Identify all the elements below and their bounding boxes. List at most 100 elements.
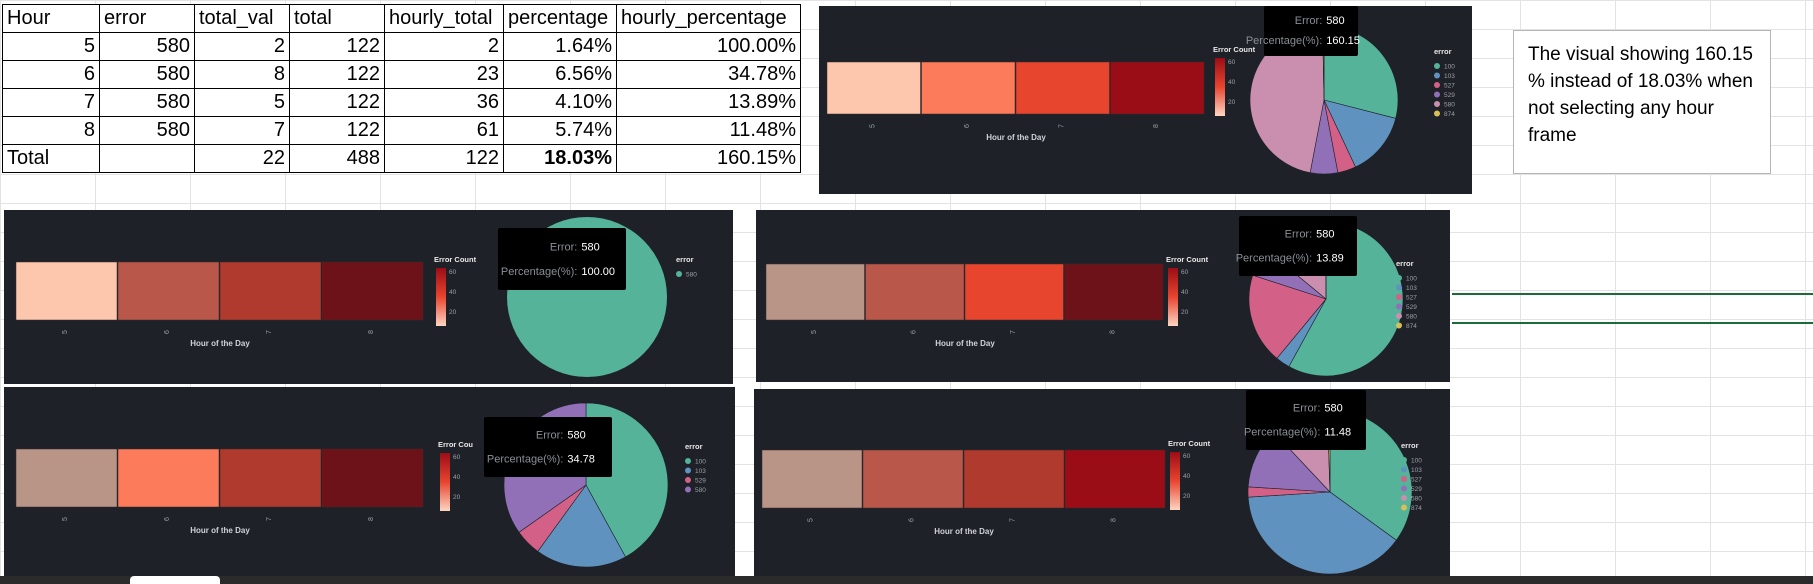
sheet-tab[interactable] [130, 576, 220, 584]
heatmap-cell[interactable] [921, 61, 1016, 115]
table-cell[interactable]: 13.89% [616, 88, 801, 117]
table-cell[interactable]: 2 [384, 32, 504, 61]
tooltip-percentage-value: 34.78 [567, 454, 595, 466]
table-cell[interactable]: 22 [194, 144, 290, 173]
table-cell[interactable]: 122 [289, 88, 385, 117]
heatmap-cell[interactable] [15, 448, 118, 508]
pie-slice[interactable] [1323, 99, 1397, 168]
table-cell[interactable]: 61 [384, 116, 504, 145]
header-cell[interactable]: Hour [2, 4, 100, 33]
heatmap-cell[interactable] [761, 449, 863, 509]
table-cell[interactable]: 122 [384, 144, 504, 173]
heatmap-cell[interactable] [1110, 61, 1205, 115]
legend-item: 580 [1411, 496, 1422, 503]
pie-slice[interactable] [537, 484, 626, 568]
table-cell[interactable]: 18.03% [503, 144, 617, 173]
x-tick-label: 7 [1058, 124, 1065, 128]
heatmap-cell[interactable] [765, 263, 865, 321]
table-cell[interactable]: 580 [99, 32, 195, 61]
header-cell[interactable]: percentage [503, 4, 617, 33]
pie-slice[interactable] [1247, 491, 1397, 575]
selection-line [1452, 322, 1813, 324]
tooltip-error-key: Error: [550, 241, 578, 253]
dashboard-panel-hour-8: 5 6 7 8 Hour of the Day Error Count 60 40 20 erro… [754, 389, 1450, 577]
table-cell[interactable]: 5.74% [503, 116, 617, 145]
table-cell[interactable]: 580 [99, 88, 195, 117]
tooltip-error-key: Error: [536, 430, 564, 442]
table-cell[interactable]: 100.00% [616, 32, 801, 61]
note-textbox[interactable]: The visual showing 160.15 % instead of 1… [1513, 30, 1771, 174]
table-cell[interactable]: 122 [289, 116, 385, 145]
heatmap-cell[interactable] [15, 261, 118, 321]
scale-label: 40 [1228, 79, 1236, 86]
pie-slice[interactable] [1248, 274, 1327, 359]
table-cell[interactable]: 5 [194, 88, 290, 117]
scale-label: 40 [1183, 473, 1191, 480]
heatmap-cell[interactable] [219, 261, 322, 321]
table-cell[interactable]: 488 [289, 144, 385, 173]
table-cell[interactable]: 6 [2, 60, 100, 89]
header-cell[interactable]: error [99, 4, 195, 33]
header-cell[interactable]: hourly_total [384, 4, 504, 33]
table-cell[interactable]: 7 [2, 88, 100, 117]
legend-item: 527 [1411, 477, 1422, 484]
table-cell[interactable] [99, 144, 195, 173]
heatmap-cell[interactable] [321, 448, 424, 508]
heatmap-cell[interactable] [117, 448, 220, 508]
header-cell[interactable]: total [289, 4, 385, 33]
tooltip-error-key: Error: [1295, 15, 1323, 27]
legend-item: 529 [1406, 304, 1417, 311]
heatmap-cell[interactable] [1015, 61, 1110, 115]
x-tick-label: 8 [368, 517, 375, 521]
tooltip-error-value: 580 [567, 430, 585, 442]
header-cell[interactable]: hourly_percentage [616, 4, 801, 33]
heatmap-cell[interactable] [117, 261, 220, 321]
table-cell[interactable]: 6.56% [503, 60, 617, 89]
legend-item: 103 [695, 468, 706, 475]
table-cell[interactable]: 580 [99, 116, 195, 145]
scale-label: 20 [1181, 309, 1189, 316]
table-cell[interactable]: 8 [2, 116, 100, 145]
table-cell[interactable]: 1.64% [503, 32, 617, 61]
heatmap-cell[interactable] [826, 61, 921, 115]
legend-swatch [1401, 476, 1407, 482]
legend-swatch [1401, 457, 1407, 463]
heatmap-cell[interactable] [219, 448, 322, 508]
scale-label: 60 [1183, 453, 1191, 460]
header-cell[interactable]: total_val [194, 4, 290, 33]
color-scale-bar [1170, 452, 1180, 510]
table-cell[interactable]: 160.15% [616, 144, 801, 173]
table-cell[interactable]: 34.78% [616, 60, 801, 89]
heatmap-cell[interactable] [865, 263, 965, 321]
heatmap-cell[interactable] [1064, 263, 1164, 321]
table-row: 7 580 5 122 36 4.10% 13.89% [2, 88, 801, 117]
tooltip-error-value: 580 [1316, 229, 1334, 241]
table-cell[interactable]: 122 [289, 32, 385, 61]
x-axis-title: Hour of the Day [190, 526, 250, 535]
table-cell[interactable]: 122 [289, 60, 385, 89]
panel-canvas: 5 6 7 8 Hour of the Day Error Count 60 40 20 erro… [765, 216, 1417, 377]
tooltip-percentage-value: 11.48 [1324, 427, 1351, 439]
table-cell[interactable]: 11.48% [616, 116, 801, 145]
table-cell[interactable]: 23 [384, 60, 504, 89]
panel-canvas: 5 6 7 8 Hour of the Day Error Count 60 40 20 erro… [826, 6, 1455, 175]
scale-label: 60 [1228, 59, 1236, 66]
heatmap-cell[interactable] [321, 261, 424, 321]
table-cell[interactable]: 580 [99, 60, 195, 89]
legend-item: 103 [1411, 467, 1422, 474]
tooltip-percentage-key: Percentage(%): [1246, 35, 1322, 47]
table-cell[interactable]: 36 [384, 88, 504, 117]
legend-item: 100 [695, 459, 706, 466]
legend-title: Error Count [1166, 255, 1209, 264]
heatmap-cell[interactable] [862, 449, 964, 509]
heatmap-cell[interactable] [963, 449, 1065, 509]
table-cell[interactable]: 8 [194, 60, 290, 89]
heatmap-cell[interactable] [1064, 449, 1166, 509]
heatmap-cell[interactable] [964, 263, 1064, 321]
table-cell[interactable]: 7 [194, 116, 290, 145]
table-cell[interactable]: 4.10% [503, 88, 617, 117]
x-tick-label: 6 [910, 330, 917, 334]
table-cell[interactable]: 5 [2, 32, 100, 61]
table-cell[interactable]: 2 [194, 32, 290, 61]
table-cell[interactable]: Total [2, 144, 100, 173]
